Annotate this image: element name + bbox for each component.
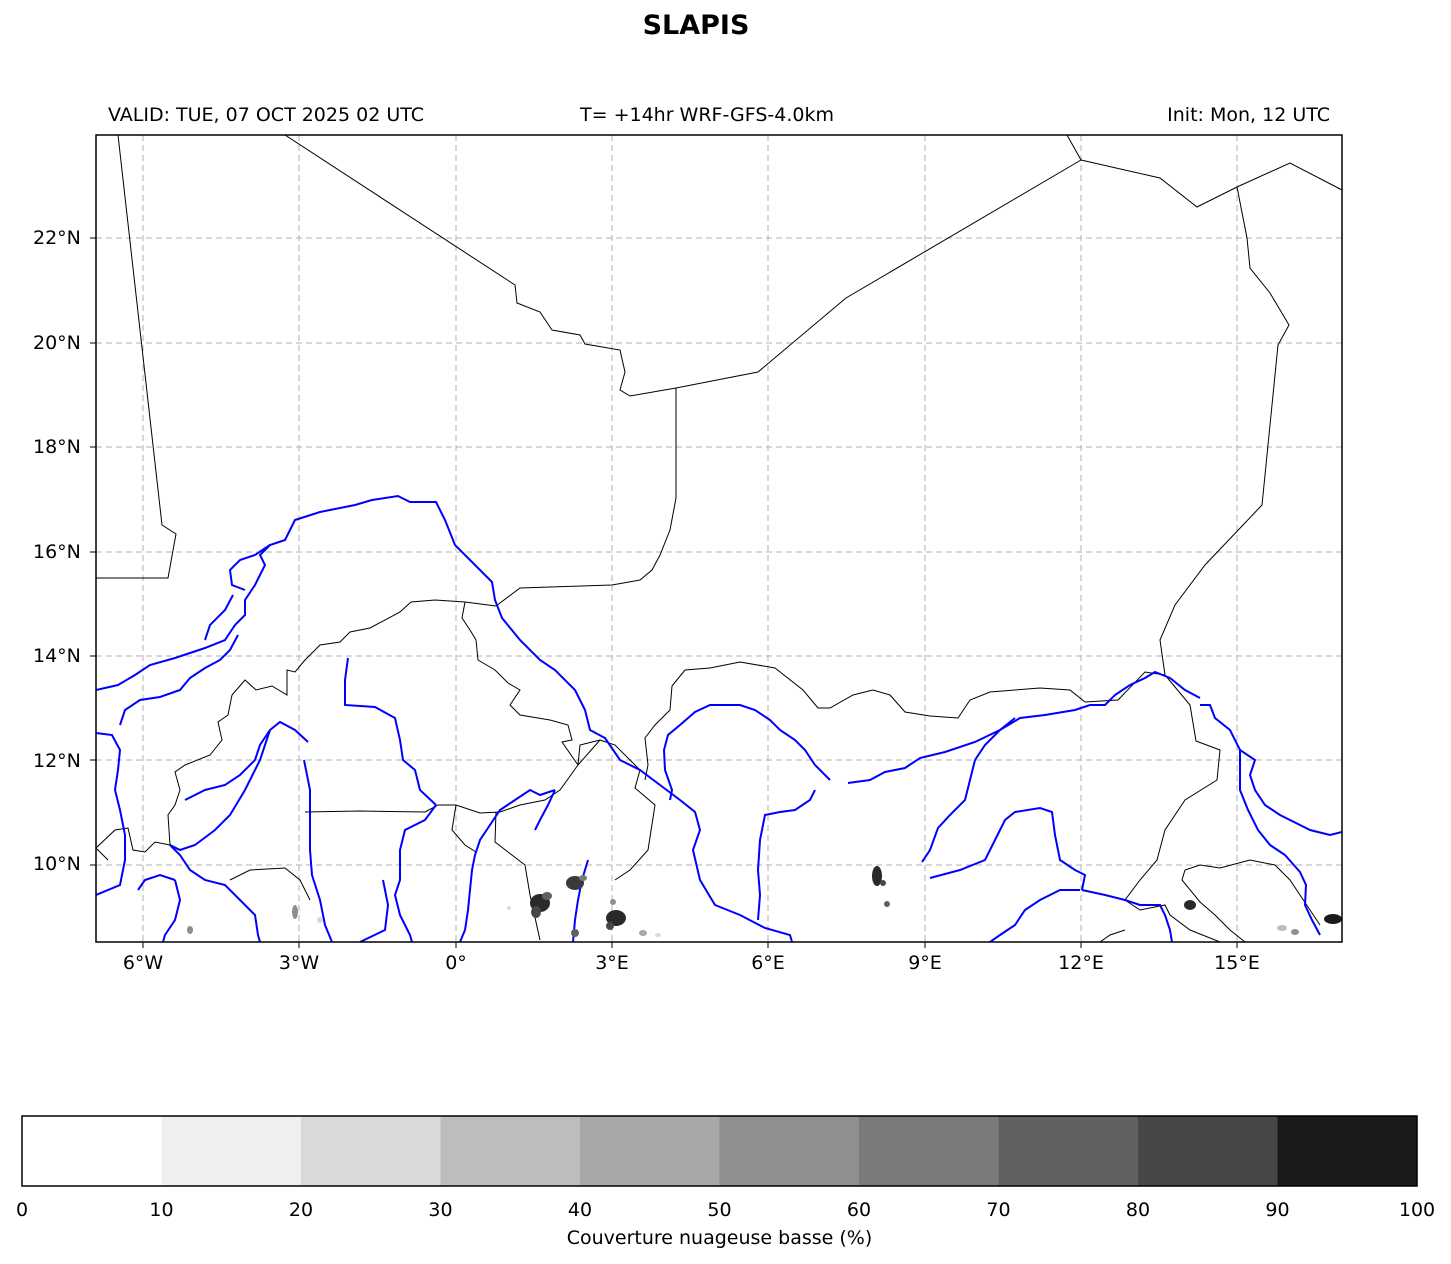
lat-tick-10n: 10°N [33,853,81,875]
colorbar-tick-70: 70 [986,1199,1011,1221]
colorbar-segment [719,1116,860,1186]
axis-ticks [90,237,1238,948]
colorbar-segment [998,1116,1139,1186]
colorbar [22,1116,1418,1186]
colorbar-tick-30: 30 [428,1199,453,1221]
colorbar-tick-100: 100 [1398,1199,1436,1221]
colorbar-tick-60: 60 [846,1199,872,1221]
colorbar-segment [301,1116,441,1186]
lat-tick-16n: 16°N [33,541,81,563]
colorbar-tick-90: 90 [1265,1199,1290,1221]
colorbar-segment [1277,1116,1418,1186]
lon-tick-9e: 9°E [908,952,942,974]
colorbar-segment [1138,1116,1278,1186]
init-time-label: Init: Mon, 12 UTC [1167,104,1330,126]
colorbar-label: Couverture nuageuse basse (%) [566,1227,873,1249]
colorbar-frame [21,1115,1418,1187]
lon-tick-3w: 3°W [278,952,320,974]
graticule [96,135,1342,942]
colorbar-tick-50: 50 [707,1199,732,1221]
country-borders [96,135,1342,942]
lat-tick-14n: 14°N [33,645,81,667]
map-title: SLAPIS [642,10,750,41]
colorbar-tick-10: 10 [149,1199,174,1221]
colorbar-segment [859,1116,999,1186]
colorbar-segment [580,1116,720,1186]
rivers [96,494,1342,942]
colorbar-segment [440,1116,581,1186]
valid-time-label: VALID: TUE, 07 OCT 2025 02 UTC [108,104,424,126]
lon-tick-12e: 12°E [1058,952,1104,974]
colorbar-segment [161,1116,302,1186]
lon-tick-3e: 3°E [595,952,629,974]
lon-tick-6w: 6°W [122,952,164,974]
colorbar-tick-0: 0 [15,1199,29,1221]
colorbar-tick-80: 80 [1125,1199,1151,1221]
lon-tick-6e: 6°E [751,952,785,974]
forecast-run-label: T= +14hr WRF-GFS-4.0km [580,104,834,126]
lat-tick-20n: 20°N [33,332,81,354]
lat-tick-12n: 12°N [33,750,81,772]
colorbar-tick-20: 20 [288,1199,314,1221]
lat-tick-18n: 18°N [33,436,81,458]
lon-tick-15e: 15°E [1214,952,1260,974]
lat-tick-22n: 22°N [33,227,81,249]
lon-tick-0: 0° [445,952,467,974]
low-cloud-patches [187,866,1342,937]
colorbar-tick-40: 40 [567,1199,593,1221]
map-frame [95,134,1343,943]
colorbar-segment [22,1116,162,1186]
